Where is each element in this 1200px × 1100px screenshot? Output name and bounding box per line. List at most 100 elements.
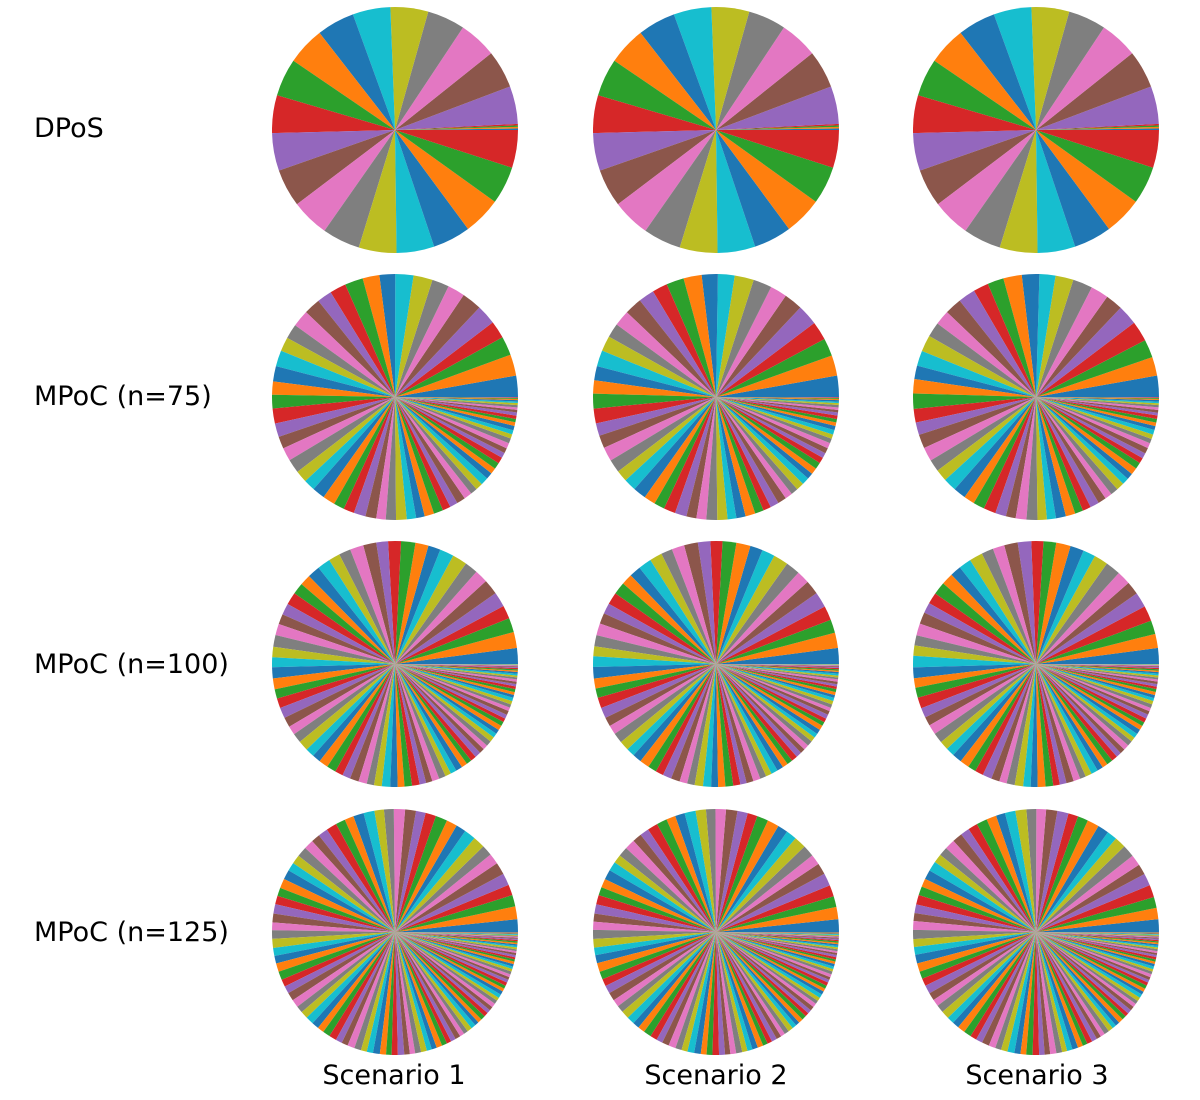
pie-slice-mpoc-n-75-scenario-3-60 — [1036, 397, 1155, 435]
pie-slice-mpoc-n-125-scenario-1-118 — [395, 932, 518, 937]
pie-slice-mpoc-n-125-scenario-2-5 — [716, 873, 830, 932]
pie-slice-mpoc-n-125-scenario-1-113 — [395, 932, 518, 943]
pie-slice-mpoc-n-125-scenario-1-74 — [395, 932, 452, 1044]
pie-dpos-scenario-2 — [593, 7, 839, 253]
pie-slice-mpoc-n-100-scenario-3-54 — [1036, 664, 1060, 786]
pie-slice-mpoc-n-75-scenario-1-15 — [318, 292, 395, 397]
pie-slice-mpoc-n-125-scenario-1-124 — [395, 932, 519, 933]
pie-slice-mpoc-n-75-scenario-3-8 — [1036, 279, 1092, 397]
pie-slice-mpoc-n-100-scenario-2-90 — [716, 664, 839, 676]
pie-slice-mpoc-n-125-scenario-2-10 — [716, 831, 796, 932]
pie-slice-mpoc-n-75-scenario-1-1 — [395, 375, 518, 397]
pie-slice-mpoc-n-100-scenario-1-38 — [294, 664, 395, 742]
pie-slice-mpoc-n-100-scenario-3-69 — [1036, 664, 1135, 742]
pie-slice-mpoc-n-75-scenario-2-19 — [602, 336, 716, 397]
pie-slice-mpoc-n-125-scenario-2-56 — [662, 932, 716, 1046]
pie-slice-mpoc-n-75-scenario-2-15 — [639, 291, 716, 397]
pie-slice-mpoc-n-100-scenario-1-75 — [395, 664, 507, 719]
pie-slice-mpoc-n-125-scenario-2-99 — [716, 932, 834, 972]
pie-slice-dpos-scenario-2-6 — [716, 53, 832, 130]
pie-slice-mpoc-n-125-scenario-2-105 — [716, 932, 837, 958]
pie-slice-dpos-scenario-2-13 — [598, 60, 716, 130]
pie-slice-mpoc-n-100-scenario-2-60 — [716, 664, 778, 774]
pie-slice-mpoc-n-100-scenario-3-26 — [919, 612, 1036, 664]
pie-slice-mpoc-n-75-scenario-1-4 — [395, 322, 503, 397]
pie-slice-dpos-scenario-1-16 — [278, 130, 395, 205]
pie-slice-mpoc-n-100-scenario-1-60 — [395, 664, 457, 774]
pie-slice-mpoc-n-100-scenario-1-51 — [390, 664, 398, 788]
pie-slice-mpoc-n-100-scenario-1-14 — [388, 541, 402, 664]
pie-slice-mpoc-n-125-scenario-1-16 — [395, 809, 417, 932]
pie-slice-mpoc-n-125-scenario-1-100 — [395, 932, 514, 969]
pie-slice-mpoc-n-125-scenario-3-61 — [1014, 932, 1036, 1055]
pie-slice-mpoc-n-125-scenario-1-55 — [335, 932, 395, 1043]
pie-slice-mpoc-n-125-scenario-1-120 — [395, 932, 518, 935]
pie-slice-mpoc-n-75-scenario-2-43 — [716, 397, 764, 514]
pie-slice-mpoc-n-100-scenario-1-15 — [376, 541, 395, 664]
pie-slice-mpoc-n-75-scenario-1-73 — [395, 397, 518, 399]
pie-slice-mpoc-n-100-scenario-1-94 — [395, 664, 518, 670]
pie-slice-mpoc-n-75-scenario-3-57 — [1036, 397, 1150, 449]
pie-slice-dpos-scenario-3-21 — [1036, 130, 1110, 247]
pie-mpoc-n-100-scenario-1 — [271, 541, 519, 788]
pie-slice-mpoc-n-75-scenario-2-20 — [596, 350, 716, 397]
pie-slice-mpoc-n-100-scenario-3-53 — [1036, 664, 1054, 787]
pie-slice-mpoc-n-125-scenario-3-40 — [913, 932, 1036, 955]
pie-slice-mpoc-n-100-scenario-1-31 — [272, 664, 395, 679]
pie-slice-mpoc-n-100-scenario-2-82 — [716, 664, 836, 696]
pie-slice-mpoc-n-125-scenario-3-97 — [1036, 932, 1152, 978]
pie-slice-mpoc-n-75-scenario-3-17 — [937, 312, 1036, 397]
pie-slice-mpoc-n-125-scenario-1-73 — [395, 932, 447, 1046]
pie-slice-mpoc-n-125-scenario-3-89 — [1036, 932, 1140, 1002]
pie-slice-mpoc-n-75-scenario-2-40 — [716, 397, 737, 520]
pie-slice-mpoc-n-125-scenario-2-118 — [716, 932, 839, 937]
pie-slice-mpoc-n-125-scenario-2-87 — [716, 932, 816, 1007]
pie-slice-mpoc-n-125-scenario-1-2 — [395, 906, 518, 932]
pie-slice-mpoc-n-75-scenario-1-53 — [395, 397, 499, 469]
pie-slice-mpoc-n-100-scenario-3-56 — [1036, 664, 1074, 784]
pie-slice-mpoc-n-75-scenario-1-74 — [395, 397, 519, 398]
pie-slice-mpoc-n-100-scenario-2-3 — [716, 619, 835, 664]
pie-slice-mpoc-n-100-scenario-3-2 — [1036, 633, 1158, 664]
pie-slice-mpoc-n-100-scenario-1-29 — [272, 646, 395, 664]
pie-slice-mpoc-n-125-scenario-2-83 — [716, 932, 806, 1020]
pie-slice-mpoc-n-100-scenario-1-44 — [335, 664, 395, 776]
pie-slice-mpoc-n-125-scenario-2-71 — [716, 932, 758, 1050]
pie-slice-mpoc-n-100-scenario-3-51 — [1030, 664, 1038, 788]
pie-slice-mpoc-n-100-scenario-2-20 — [639, 560, 716, 664]
pie-slice-mpoc-n-125-scenario-3-117 — [1036, 932, 1159, 938]
pie-slice-mpoc-n-75-scenario-2-39 — [716, 397, 728, 520]
pie-slice-mpoc-n-125-scenario-1-10 — [395, 831, 475, 932]
pie-slice-mpoc-n-125-scenario-2-95 — [716, 932, 830, 983]
pie-slice-mpoc-n-125-scenario-1-32 — [280, 879, 395, 932]
pie-slice-mpoc-n-100-scenario-3-1 — [1036, 647, 1159, 664]
pie-slice-mpoc-n-75-scenario-1-54 — [395, 397, 502, 464]
pie-slice-mpoc-n-100-scenario-2-8 — [716, 563, 799, 664]
pie-slice-mpoc-n-125-scenario-1-13 — [395, 816, 447, 932]
pie-slice-mpoc-n-75-scenario-3-19 — [921, 336, 1036, 397]
pie-slice-mpoc-n-100-scenario-3-66 — [1036, 664, 1125, 754]
pie-slice-mpoc-n-125-scenario-3-8 — [1036, 846, 1133, 932]
pie-slice-mpoc-n-100-scenario-3-27 — [916, 623, 1036, 664]
pie-slice-mpoc-n-125-scenario-1-1 — [395, 919, 518, 932]
pie-slice-mpoc-n-125-scenario-2-102 — [716, 932, 836, 964]
pie-slice-mpoc-n-100-scenario-2-83 — [716, 664, 837, 693]
pie-slice-mpoc-n-100-scenario-2-27 — [596, 623, 716, 664]
pie-slice-mpoc-n-100-scenario-1-73 — [395, 664, 504, 726]
pie-slice-mpoc-n-100-scenario-1-66 — [395, 664, 484, 753]
pie-slice-mpoc-n-125-scenario-3-50 — [947, 932, 1036, 1023]
pie-slice-mpoc-n-125-scenario-1-60 — [366, 932, 395, 1054]
pie-slice-mpoc-n-75-scenario-2-12 — [683, 274, 716, 397]
pie-slice-mpoc-n-75-scenario-3-42 — [1036, 397, 1076, 517]
pie-slice-dpos-scenario-1-18 — [324, 130, 395, 248]
pie-slice-mpoc-n-100-scenario-3-47 — [999, 664, 1036, 784]
pie-slice-mpoc-n-100-scenario-3-3 — [1036, 620, 1156, 664]
pie-slice-mpoc-n-75-scenario-2-4 — [716, 322, 825, 397]
pie-slice-mpoc-n-75-scenario-1-40 — [395, 397, 417, 520]
pie-slice-mpoc-n-100-scenario-2-13 — [716, 541, 737, 664]
pie-slice-mpoc-n-125-scenario-3-25 — [961, 829, 1036, 932]
pie-slice-mpoc-n-100-scenario-2-15 — [697, 541, 716, 664]
pie-slice-mpoc-n-125-scenario-3-86 — [1036, 932, 1134, 1011]
pie-slice-mpoc-n-125-scenario-1-112 — [395, 932, 518, 945]
